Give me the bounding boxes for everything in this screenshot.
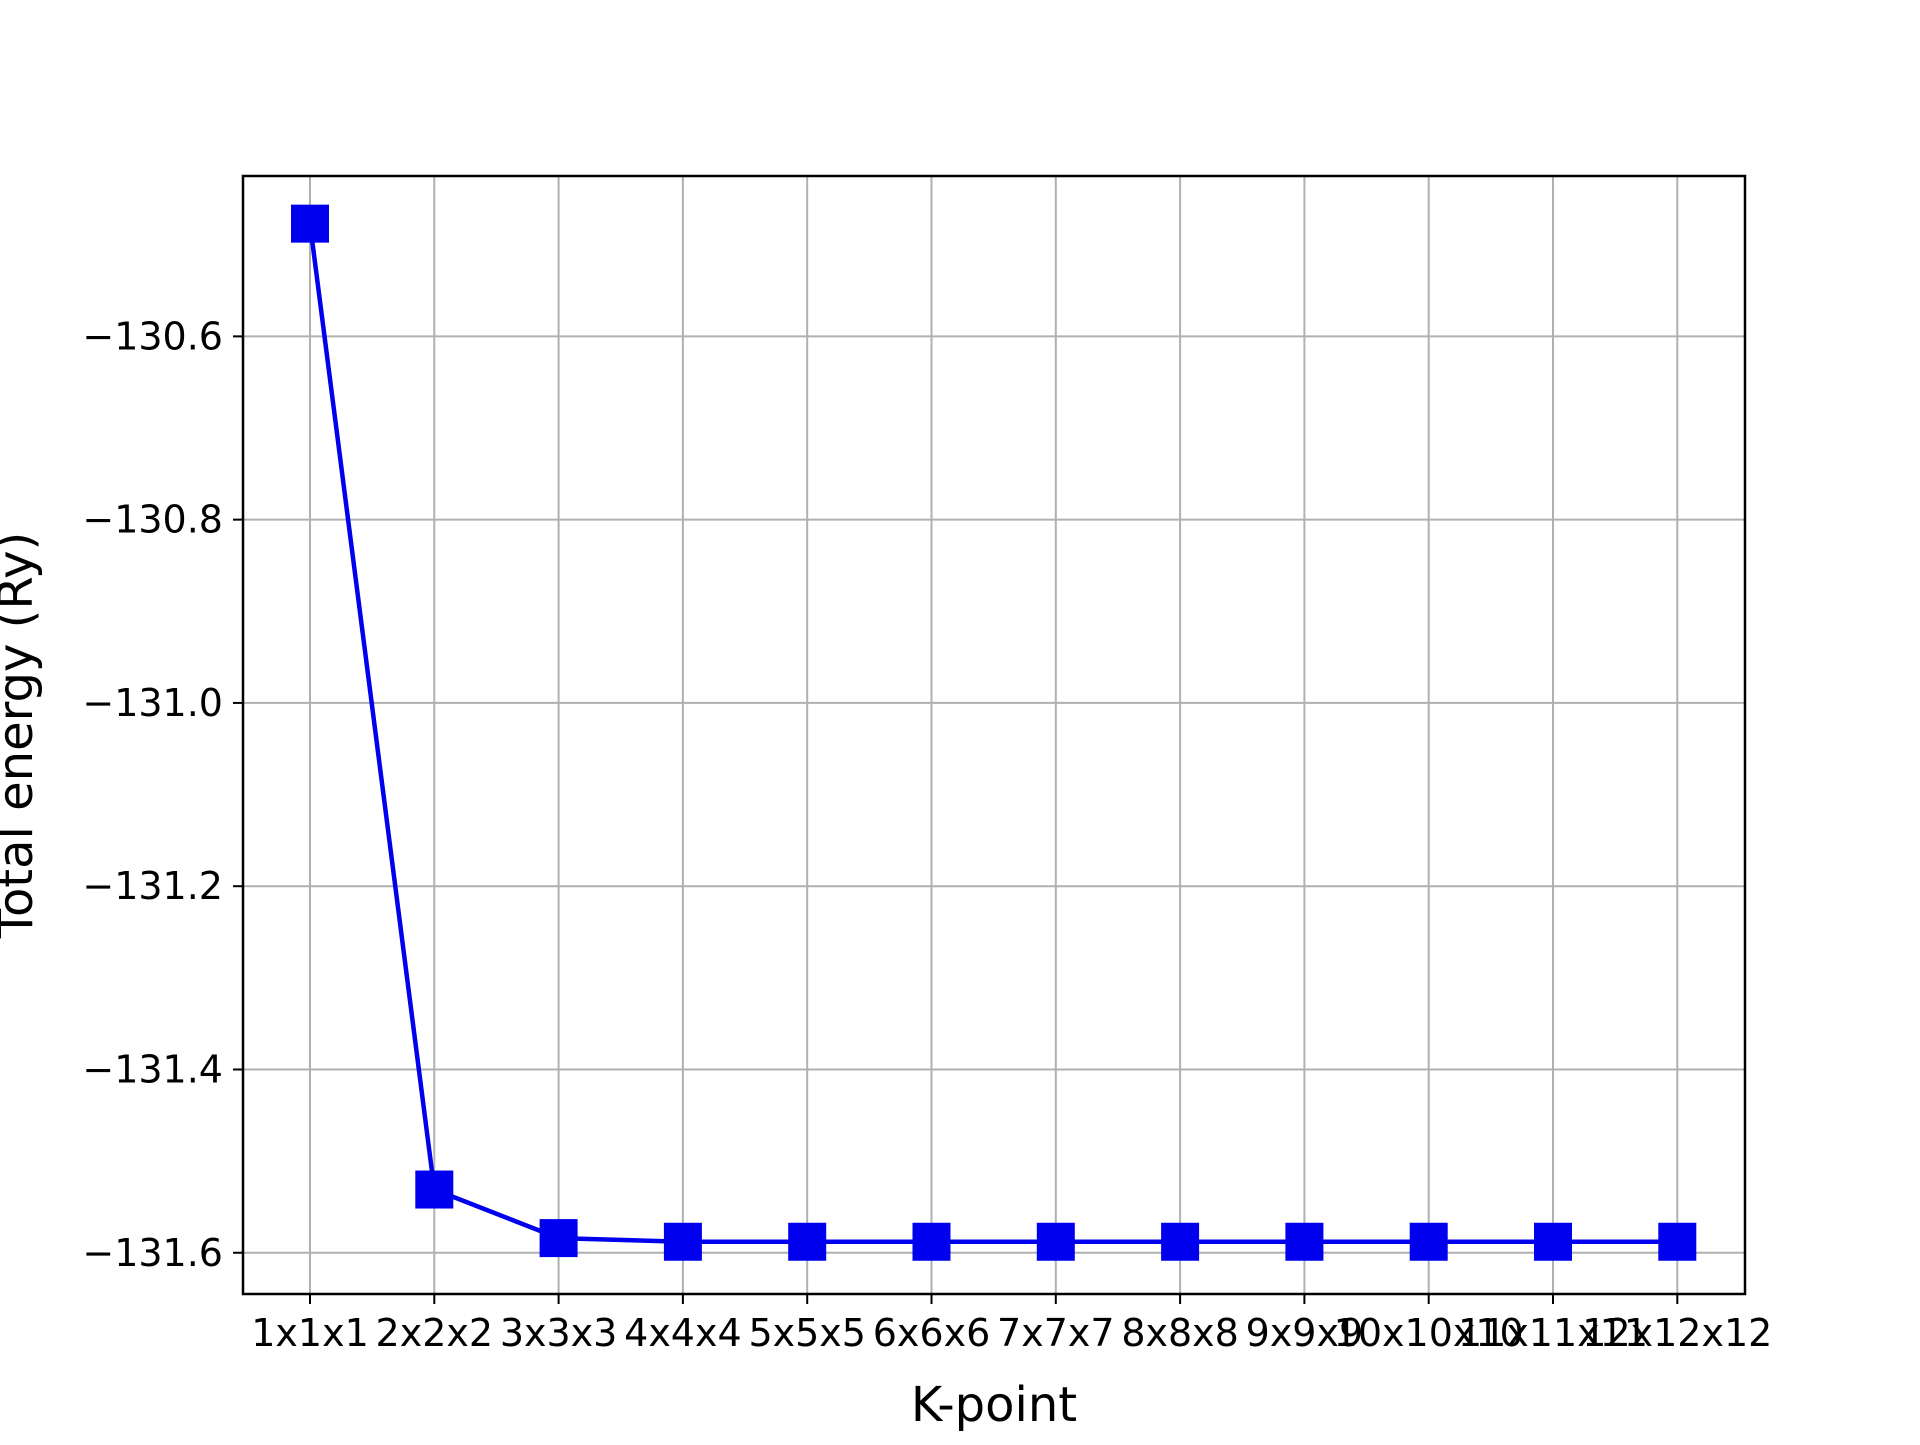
grid-layer (243, 176, 1745, 1294)
data-point-marker (1658, 1222, 1697, 1261)
data-point-marker (1036, 1222, 1075, 1261)
plot-frame (241, 174, 1747, 1296)
x-tick-label: 7x7x7 (997, 1311, 1115, 1355)
x-tick-label: 2x2x2 (376, 1311, 494, 1355)
x-tick-label: 6x6x6 (873, 1311, 991, 1355)
data-point-marker (539, 1219, 578, 1258)
data-point-marker (1534, 1222, 1572, 1261)
y-tick-label: −131.0 (82, 681, 223, 725)
data-point-marker (291, 204, 329, 243)
x-tick-label: 4x4x4 (624, 1311, 742, 1355)
data-point-marker (1161, 1222, 1200, 1261)
data-point-marker (1285, 1222, 1324, 1261)
data-point-marker (415, 1170, 454, 1209)
data-point-marker (912, 1222, 951, 1261)
x-tick-label: 11x11x11 (1458, 1311, 1648, 1355)
x-axis-label: K-point (911, 1377, 1077, 1433)
series-line (307, 223, 1678, 1245)
y-axis-label: Total energy (Ry) (0, 532, 44, 939)
y-tick-label: −131.2 (82, 864, 223, 908)
data-point-marker (788, 1222, 827, 1261)
x-tick-label: 8x8x8 (1121, 1311, 1239, 1355)
y-tick-label: −131.4 (82, 1047, 223, 1091)
data-point-marker (1409, 1222, 1448, 1261)
x-tick-label: 10x10x10 (1334, 1311, 1524, 1355)
x-tick-label: 5x5x5 (748, 1311, 866, 1355)
x-tick-label: 3x3x3 (500, 1311, 618, 1355)
tick-layer: 1x1x1 2x2x2 3x3x3 4x4x4 5x5x5 6x6x6 7x7x7 8x8x8… (82, 314, 1772, 1355)
x-tick-label: 12x12x12 (1582, 1311, 1772, 1355)
y-tick-label: −130.8 (82, 498, 223, 542)
x-tick-label: 1x1x1 (251, 1311, 369, 1355)
y-tick-label: −130.6 (82, 314, 223, 358)
series-layer (291, 204, 1697, 1261)
y-tick-label: −131.6 (82, 1231, 223, 1275)
data-point-marker (663, 1222, 702, 1261)
x-tick-label: 9x9x9 (1246, 1311, 1364, 1355)
